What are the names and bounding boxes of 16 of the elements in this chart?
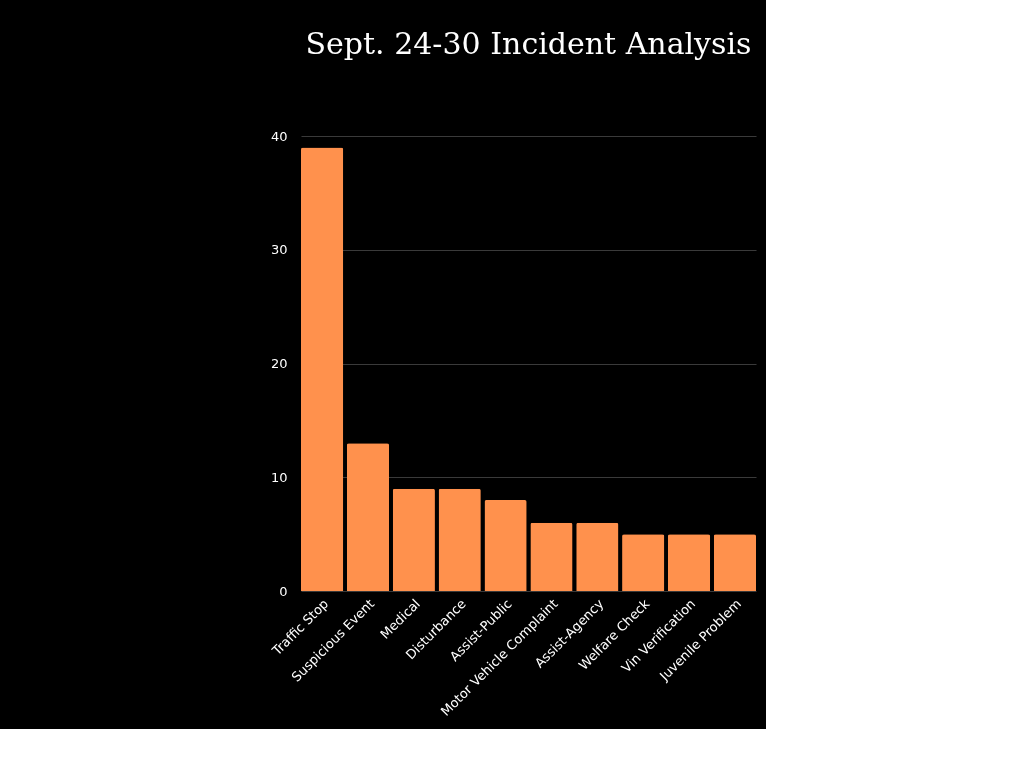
y-tick-label: 40: [270, 128, 288, 144]
bar: [392, 488, 435, 591]
bar: [622, 534, 665, 591]
bar: [484, 500, 527, 591]
bar: [346, 443, 390, 591]
y-tick-label: 30: [270, 242, 288, 258]
bar: [576, 522, 619, 591]
chart-title: Sept. 24-30 Incident Analysis: [305, 26, 752, 61]
bar: [713, 534, 756, 591]
y-tick-label: 0: [279, 583, 288, 599]
bar: [530, 522, 573, 591]
y-tick-label: 10: [270, 469, 288, 485]
bar: [301, 147, 344, 591]
y-tick-label: 20: [270, 356, 288, 371]
bar: [667, 534, 711, 591]
bar: [438, 488, 481, 591]
